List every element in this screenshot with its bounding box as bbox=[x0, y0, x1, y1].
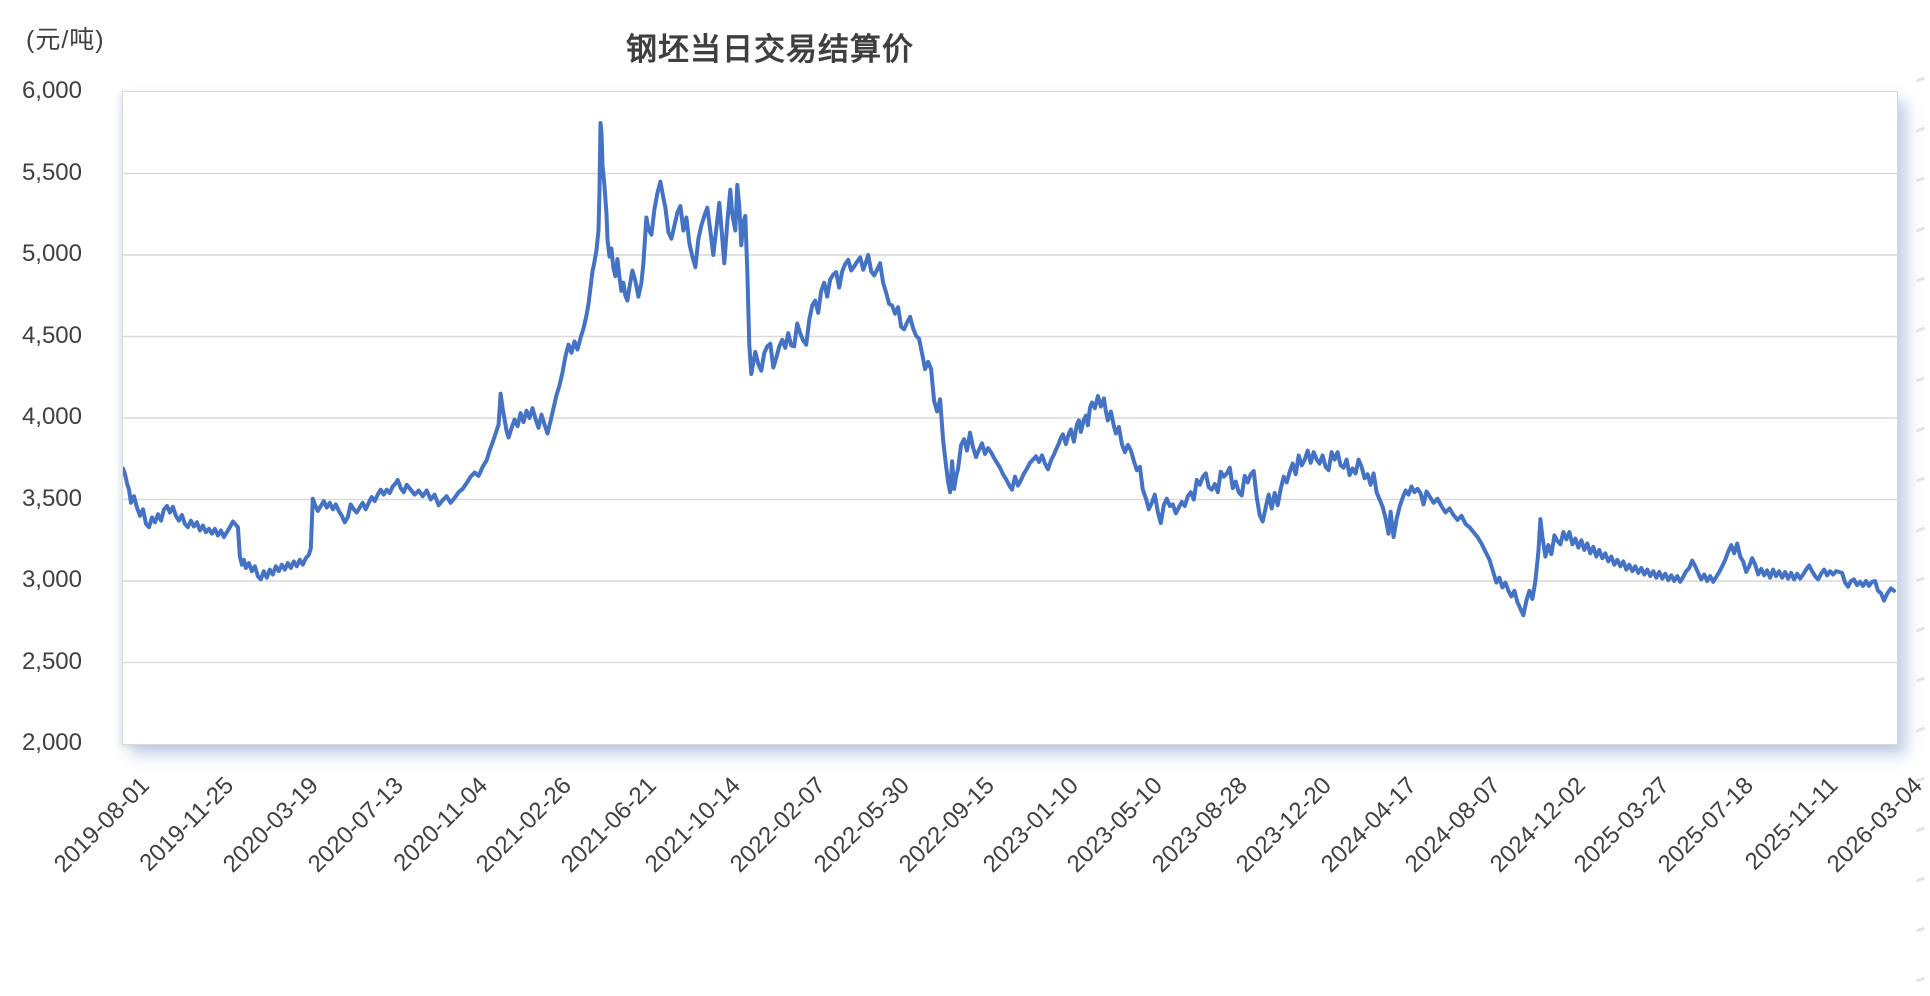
price-line-chart bbox=[123, 121, 1897, 664]
edge-tick bbox=[1915, 976, 1926, 983]
y-tick-label: 6,000 bbox=[21, 77, 82, 104]
plot-area bbox=[122, 91, 1898, 745]
edge-tick bbox=[1915, 776, 1926, 783]
edge-tick bbox=[1915, 126, 1926, 133]
y-tick-label: 5,000 bbox=[21, 240, 82, 267]
edge-tick bbox=[1915, 926, 1926, 933]
edge-tick bbox=[1915, 826, 1926, 833]
y-tick-label: 3,000 bbox=[21, 566, 82, 593]
price-line bbox=[123, 121, 1896, 618]
y-tick-label: 2,500 bbox=[21, 647, 82, 675]
y-tick-label: 5,500 bbox=[21, 158, 82, 186]
edge-tick bbox=[1915, 876, 1926, 883]
edge-tick bbox=[1915, 76, 1926, 83]
edge-tick bbox=[1915, 426, 1926, 433]
edge-tick bbox=[1915, 526, 1926, 533]
edge-tick bbox=[1915, 626, 1926, 633]
edge-tick bbox=[1915, 326, 1926, 333]
edge-tick bbox=[1915, 726, 1926, 733]
chart-title: 钢坯当日交易结算价 bbox=[626, 32, 914, 67]
edge-tick bbox=[1915, 176, 1926, 183]
edge-tick bbox=[1915, 476, 1926, 483]
y-axis-unit-label: (元/吨) bbox=[26, 26, 105, 54]
edge-tick bbox=[1915, 576, 1926, 583]
y-tick-label: 4,000 bbox=[21, 403, 82, 430]
y-tick-label: 2,000 bbox=[21, 729, 82, 756]
edge-tick bbox=[1915, 276, 1926, 283]
y-tick-label: 3,500 bbox=[21, 484, 82, 512]
edge-tick bbox=[1915, 376, 1926, 383]
y-tick-label: 4,500 bbox=[21, 321, 82, 349]
edge-tick bbox=[1915, 226, 1926, 233]
edge-tick bbox=[1915, 676, 1926, 683]
